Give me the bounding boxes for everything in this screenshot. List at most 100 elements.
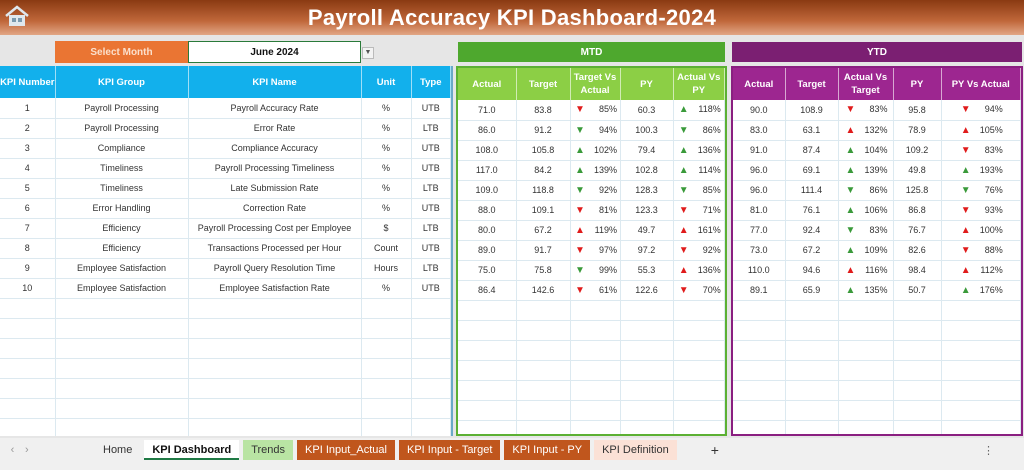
mtd-header: MTD <box>458 42 725 62</box>
home-icon[interactable] <box>4 4 30 28</box>
mtd-cell <box>620 300 674 321</box>
kpi-unit-cell: % <box>361 178 412 199</box>
mtd-cell: ▲ 114% <box>673 160 725 181</box>
ytd-cell <box>785 400 839 421</box>
table-row: 96.0 69.1 ▲ 139% 49.8 ▲ 193% <box>733 160 1021 181</box>
mtd-cell: 142.6 <box>516 280 571 301</box>
kpi-num-cell: 5 <box>0 178 56 199</box>
mtd-cell <box>673 380 725 401</box>
sheet-tab-kpi-input-py[interactable]: KPI Input - PY <box>504 440 591 460</box>
triangle-up-icon: ▲ <box>960 164 971 176</box>
percent-value: 176% <box>979 284 1003 295</box>
percent-value: 136% <box>697 144 721 155</box>
table-row <box>0 398 451 419</box>
mtd-cell: 123.3 <box>620 200 674 221</box>
more-options-icon[interactable]: ⋮ <box>983 444 994 457</box>
ytd-cell: 92.4 <box>785 220 839 241</box>
percent-value: 61% <box>598 284 617 295</box>
sheet-tab-bar: ‹ › Home KPI Dashboard Trends KPI Input_Act… <box>0 438 1024 462</box>
ytd-cell <box>893 400 942 421</box>
kpi-group-cell <box>55 338 189 359</box>
mtd-cell: 89.0 <box>458 240 517 261</box>
kpi-num-cell: 6 <box>0 198 56 219</box>
sheet-tab-kpi-dashboard[interactable]: KPI Dashboard <box>144 440 240 460</box>
kpi-num-cell <box>0 318 56 339</box>
mtd-cell: 118.8 <box>516 180 571 201</box>
sheet-tab-home[interactable]: Home <box>103 444 133 456</box>
triangle-up-icon: ▲ <box>845 164 856 176</box>
sheet-tab-kpi-definition[interactable]: KPI Definition <box>594 440 677 460</box>
percent-value: 161% <box>697 224 721 235</box>
kpi-group-cell <box>55 398 189 419</box>
mtd-cell: ▼ 97% <box>570 240 621 261</box>
mtd-cell <box>570 380 621 401</box>
month-select[interactable]: June 2024 <box>188 41 361 63</box>
ytd-cell: 86.8 <box>893 200 942 221</box>
mtd-cell <box>673 400 725 421</box>
ytd-cell <box>893 340 942 361</box>
table-row <box>733 360 1021 381</box>
status-bar <box>0 462 1024 470</box>
sheet-tab-kpi-input-actual[interactable]: KPI Input_Actual <box>297 440 395 460</box>
percent-value: 114% <box>698 164 721 175</box>
mtd-cell: 75.8 <box>516 260 571 281</box>
kpi-type-cell: UTB <box>411 138 451 159</box>
table-row <box>0 338 451 359</box>
kpi-name-cell: Payroll Processing Timeliness <box>188 158 362 179</box>
percent-value: 104% <box>864 144 888 155</box>
ytd-cell: 109.2 <box>893 140 942 161</box>
table-row <box>733 400 1021 421</box>
kpi-num-cell: 7 <box>0 218 56 239</box>
mtd-cell: ▲ 136% <box>673 260 725 281</box>
kpi-num-cell <box>0 418 56 436</box>
table-row: 7 Efficiency Payroll Processing Cost per E… <box>0 218 451 239</box>
table-row <box>458 340 725 361</box>
triangle-up-icon: ▲ <box>845 144 856 156</box>
title-bar: Payroll Accuracy KPI Dashboard-2024 <box>0 0 1024 35</box>
add-sheet-button[interactable]: + <box>710 442 719 458</box>
scroll-left-icon[interactable]: ‹ <box>10 444 15 456</box>
triangle-up-icon: ▲ <box>845 204 856 216</box>
ytd-cell <box>733 420 786 434</box>
table-row: 6 Error Handling Correction Rate% UTB <box>0 198 451 219</box>
kpi-type-cell <box>411 378 451 399</box>
triangle-down-icon: ▼ <box>960 204 971 216</box>
mtd-cell: 117.0 <box>458 160 517 181</box>
kpi-unit-cell: % <box>361 278 412 299</box>
chevron-down-icon[interactable]: ▼ <box>362 47 374 59</box>
table-row <box>458 380 725 401</box>
triangle-up-icon: ▲ <box>845 264 856 276</box>
triangle-down-icon: ▼ <box>960 144 971 156</box>
mtd-cell <box>673 320 725 341</box>
kpi-type-cell: UTB <box>411 158 451 179</box>
ytd-cell <box>785 320 839 341</box>
mtd-cell <box>673 360 725 381</box>
column-header: PY Vs Actual <box>941 68 1021 100</box>
mtd-cell: 60.3 <box>620 100 674 121</box>
ytd-table: Actual Target Actual Vs Target PY PY Vs Actu… <box>731 66 1023 436</box>
percent-value: 71% <box>702 204 721 215</box>
ytd-cell <box>733 300 786 321</box>
table-row <box>458 320 725 341</box>
ytd-cell: 83.0 <box>733 120 786 141</box>
triangle-down-icon: ▼ <box>575 204 585 216</box>
kpi-num-cell <box>0 378 56 399</box>
mtd-cell <box>516 400 571 421</box>
percent-value: 112% <box>980 264 1003 275</box>
table-row: 10 Employee Satisfaction Employee Satisfac… <box>0 278 451 299</box>
mtd-cell: 49.7 <box>620 220 674 241</box>
sheet-tab-trends[interactable]: Trends <box>243 440 294 460</box>
kpi-unit-cell <box>361 398 412 419</box>
ytd-cell <box>941 340 1021 361</box>
sheet-tab-kpi-input-target[interactable]: KPI Input - Target <box>398 440 501 460</box>
mtd-cell: ▼ 71% <box>673 200 725 221</box>
table-row <box>458 360 725 381</box>
mtd-cell <box>458 420 517 434</box>
ytd-cell: ▲ 112% <box>941 260 1021 281</box>
triangle-down-icon: ▼ <box>678 284 689 296</box>
triangle-down-icon: ▼ <box>575 244 585 256</box>
mtd-cell: 128.3 <box>620 180 674 201</box>
percent-value: 118% <box>698 104 721 115</box>
scroll-right-icon[interactable]: › <box>25 444 29 456</box>
triangle-up-icon: ▲ <box>678 224 689 236</box>
